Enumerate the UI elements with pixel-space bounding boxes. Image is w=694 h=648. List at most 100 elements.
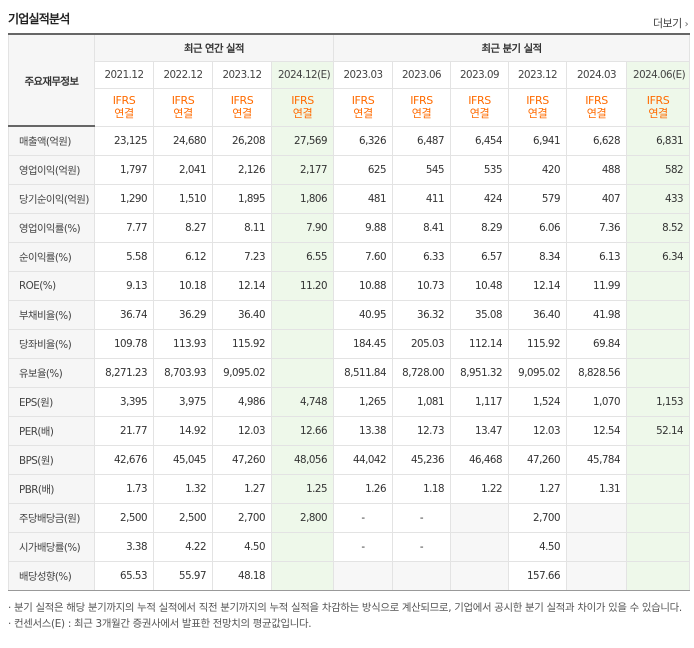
table-cell: 9,095.02 xyxy=(508,357,568,388)
table-row: 매출액(억원) 23,125 24,680 26,208 27,569 6,326 6,48… xyxy=(8,125,691,156)
table-cell: 8.52 xyxy=(626,212,691,243)
table-cell: 8,728.00 xyxy=(392,357,452,388)
table-cell: 45,045 xyxy=(153,444,213,475)
row-label: PER(배) xyxy=(8,415,95,446)
table-cell: 36.40 xyxy=(212,299,272,330)
table-cell: 36.32 xyxy=(392,299,452,330)
more-label[interactable]: 더보기 xyxy=(653,17,682,30)
table-cell: 6.33 xyxy=(392,241,452,272)
row-label: 순이익률(%) xyxy=(8,241,95,272)
section-title: 기업실적분석 xyxy=(8,12,70,26)
table-cell: 420 xyxy=(508,154,568,185)
table-cell: 205.03 xyxy=(392,328,452,359)
table-cell: 6.06 xyxy=(508,212,568,243)
table-cell: 46,468 xyxy=(450,444,510,475)
row-label: 영업이익률(%) xyxy=(8,212,95,243)
row-header-label: 주요재무정보 xyxy=(8,33,95,127)
table-cell: 424 xyxy=(450,183,510,214)
table-cell: 3.38 xyxy=(94,531,154,562)
chevron-right-icon: › xyxy=(684,19,689,30)
accounting-standard: IFRS 연결 xyxy=(270,87,335,127)
table-cell: 1.25 xyxy=(270,473,335,504)
table-cell: 6.13 xyxy=(566,241,628,272)
table-cell: 4.50 xyxy=(508,531,568,562)
row-label: 시가배당률(%) xyxy=(8,531,95,562)
table-cell: 3,975 xyxy=(153,386,213,417)
table-cell: 48.18 xyxy=(212,560,272,591)
table-cell: 9,095.02 xyxy=(212,357,272,388)
table-row: 시가배당률(%) 3.38 4.22 4.50- -4.50 xyxy=(8,531,691,562)
table-cell: 47,260 xyxy=(212,444,272,475)
table-cell: 6,628 xyxy=(566,125,628,156)
accounting-standard: IFRS 연결 xyxy=(153,87,213,127)
standard-consolidated: 연결 xyxy=(469,107,490,120)
table-cell: - xyxy=(333,531,394,562)
table-cell: 10.18 xyxy=(153,270,213,301)
table-cell: 7.90 xyxy=(270,212,335,243)
table-cell xyxy=(626,444,691,475)
table-cell: 45,784 xyxy=(566,444,628,475)
table-cell xyxy=(566,502,628,533)
table-cell: 109.78 xyxy=(94,328,154,359)
table-cell: 1,797 xyxy=(94,154,154,185)
table-cell: 113.93 xyxy=(153,328,213,359)
table-cell: 10.73 xyxy=(392,270,452,301)
table-cell: 1,806 xyxy=(270,183,335,214)
row-label: 당기순이익(억원) xyxy=(8,183,95,214)
table-cell: 582 xyxy=(626,154,691,185)
table-cell xyxy=(626,270,691,301)
annual-group-header: 최근 연간 실적 xyxy=(93,33,335,62)
table-cell xyxy=(392,560,452,591)
table-cell: 6,941 xyxy=(508,125,568,156)
row-label: 부채비율(%) xyxy=(8,299,95,330)
row-label: 당좌비율(%) xyxy=(8,328,95,359)
table-cell: 11.99 xyxy=(566,270,628,301)
table-cell: 1.27 xyxy=(212,473,272,504)
table-cell: 40.95 xyxy=(333,299,394,330)
footnote-consensus: · 컨센서스(E) : 최근 3개월간 증권사에서 발표한 전망치의 평균값입니… xyxy=(8,618,312,630)
more-link[interactable]: 더보기 › xyxy=(653,15,689,31)
row-label: EPS(원) xyxy=(8,386,95,417)
table-cell: 8.29 xyxy=(450,212,510,243)
table-cell: 4,986 xyxy=(212,386,272,417)
table-cell: 1,153 xyxy=(626,386,691,417)
table-cell xyxy=(270,357,335,388)
table-row: 당기순이익(억원) 1,290 1,510 1,895 1,806 481 411 424 57… xyxy=(8,183,691,214)
standard-consolidated: 연결 xyxy=(353,107,373,120)
row-label: BPS(원) xyxy=(8,444,95,475)
table-cell xyxy=(626,328,691,359)
standard-ifrs: IFRS xyxy=(410,94,433,107)
table-cell xyxy=(270,560,335,591)
row-label: 배당성향(%) xyxy=(8,560,95,591)
standard-ifrs: IFRS xyxy=(230,94,254,107)
table-cell: 42,676 xyxy=(94,444,154,475)
table-cell: 407 xyxy=(566,183,628,214)
period-header: 2024.03 xyxy=(566,60,628,89)
table-row: EPS(원) 3,395 3,975 4,986 4,748 1,265 1,081 1,11… xyxy=(8,386,691,417)
table-cell: 7.60 xyxy=(333,241,394,272)
table-cell: 1.73 xyxy=(94,473,154,504)
period-header: 2023.03 xyxy=(333,60,394,89)
table-cell: 7.36 xyxy=(566,212,628,243)
table-cell: 1,290 xyxy=(94,183,154,214)
standard-consolidated: 연결 xyxy=(114,107,134,120)
table-cell xyxy=(566,560,628,591)
standard-ifrs: IFRS xyxy=(526,94,549,107)
table-cell: 13.38 xyxy=(333,415,394,446)
table-cell: 481 xyxy=(333,183,394,214)
table-row: PBR(배) 1.73 1.32 1.27 1.25 1.26 1.18 1.22 1.27 1.… xyxy=(8,473,691,504)
table-cell: 23,125 xyxy=(94,125,154,156)
period-header: 2023.09 xyxy=(450,60,510,89)
table-row: 유보율(%) 8,271.23 8,703.93 9,095.02 8,511.84 8,… xyxy=(8,357,691,388)
table-cell: 6,487 xyxy=(392,125,452,156)
table-cell: 8,703.93 xyxy=(153,357,213,388)
table-cell: 12.14 xyxy=(212,270,272,301)
table-cell: 36.40 xyxy=(508,299,568,330)
table-cell xyxy=(626,560,691,591)
footnotes: · 분기 실적은 해당 분기까지의 누적 실적에서 직전 분기까지의 누적 실적… xyxy=(8,600,688,632)
table-cell: 45,236 xyxy=(392,444,452,475)
table-cell: 4.22 xyxy=(153,531,213,562)
accounting-standard: IFRS 연결 xyxy=(333,87,394,127)
table-cell: 12.54 xyxy=(566,415,628,446)
table-cell: 12.66 xyxy=(270,415,335,446)
